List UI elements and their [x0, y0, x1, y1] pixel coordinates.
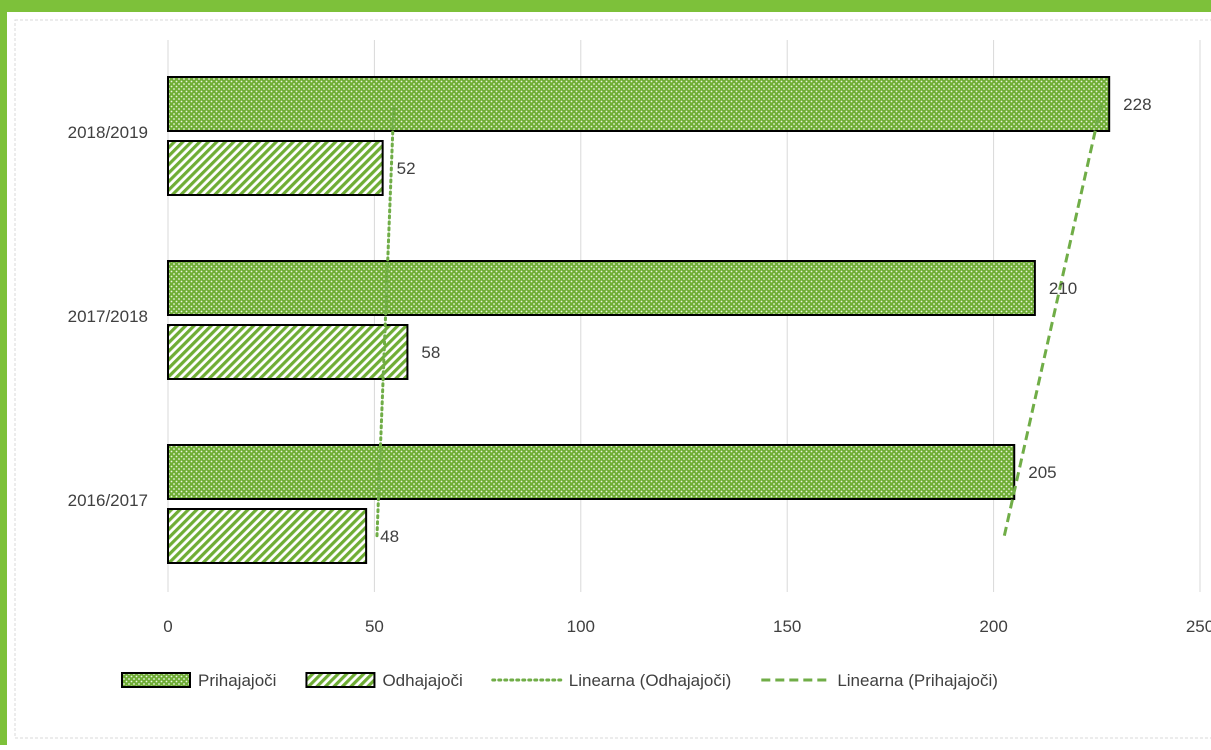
- data-label-prihajajoci-2017-2018: 210: [1049, 279, 1077, 298]
- bar-odhajajoci-2017-2018: [167, 324, 409, 380]
- category-label-2016-2017: 2016/2017: [68, 491, 148, 510]
- category-label-2017-2018: 2017/2018: [68, 307, 148, 326]
- legend-label-linearna-prihajajoci: Linearna (Prihajajoči): [837, 671, 998, 690]
- x-tick-label-100: 100: [567, 617, 595, 636]
- data-label-prihajajoci-2016-2017: 205: [1028, 463, 1056, 482]
- data-label-odhajajoci-2018-2019: 52: [397, 159, 416, 178]
- trendline-linearna-odhajajoci: [375, 102, 396, 538]
- x-tick-label-50: 50: [365, 617, 384, 636]
- bar-odhajajoci-2018-2019: [167, 140, 384, 196]
- x-tick-label-0: 0: [163, 617, 172, 636]
- bar-prihajajoci-2018-2019: [167, 76, 1111, 132]
- data-label-prihajajoci-2018-2019: 228: [1123, 95, 1151, 114]
- legend-label-linearna-odhajajoci: Linearna (Odhajajoči): [569, 671, 732, 690]
- bars: [167, 76, 1111, 564]
- top-border: [0, 0, 1211, 12]
- trendlines: [375, 102, 1103, 538]
- legend-swatch-prihajajoci: [121, 672, 191, 688]
- x-tick-label-250: 250: [1186, 617, 1211, 636]
- data-label-odhajajoci-2016-2017: 48: [380, 527, 399, 546]
- trendline-linearna-prihajajoci: [1002, 103, 1103, 537]
- legend-label-odhajajoci: Odhajajoči: [382, 671, 462, 690]
- left-border: [0, 0, 7, 745]
- x-tick-label-200: 200: [979, 617, 1007, 636]
- bar-prihajajoci-2017-2018: [167, 260, 1036, 316]
- legend-swatch-odhajajoci: [305, 672, 376, 688]
- bar-prihajajoci-2016-2017: [167, 444, 1016, 500]
- category-axis: 2016/2017 2017/2018 2018/2019: [68, 123, 148, 510]
- x-tick-label-150: 150: [773, 617, 801, 636]
- legend: Prihajajoči Odhajajoči Linearna (Odhajajoč…: [121, 671, 998, 690]
- data-labels: 205 210 228 48 58 52: [380, 95, 1151, 546]
- legend-label-prihajajoci: Prihajajoči: [198, 671, 276, 690]
- category-label-2018-2019: 2018/2019: [68, 123, 148, 142]
- chart-area-border: [14, 19, 1211, 739]
- data-label-odhajajoci-2017-2018: 58: [421, 343, 440, 362]
- value-axis: 0 50 100 150 200 250: [163, 617, 1211, 636]
- bar-odhajajoci-2016-2017: [167, 508, 368, 564]
